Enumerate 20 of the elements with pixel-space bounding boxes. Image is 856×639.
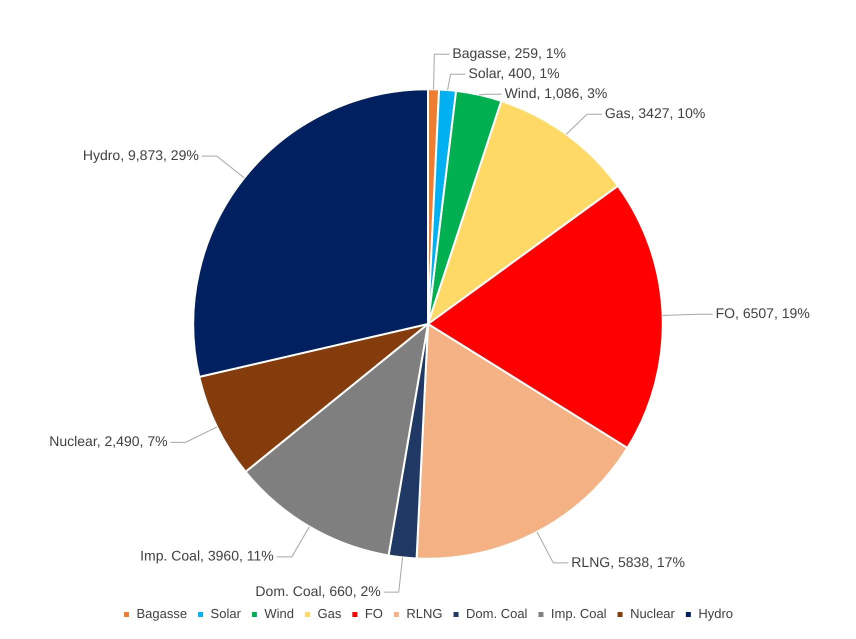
data-label: Imp. Coal, 3960, 11% — [140, 548, 274, 564]
legend-label: Imp. Coal — [550, 606, 607, 622]
legend-label: Dom. Coal — [466, 606, 528, 622]
data-label: FO, 6507, 19% — [716, 305, 810, 322]
legend-label: Hydro — [698, 606, 734, 622]
data-label: Nuclear, 2,490, 7% — [49, 433, 168, 450]
legend-label: Gas — [318, 606, 342, 622]
data-label: Solar, 400, 1% — [468, 65, 560, 82]
legend-label: Solar — [210, 606, 242, 622]
legend-label: Wind — [264, 606, 294, 622]
legend-label: Nuclear — [630, 606, 676, 622]
data-label: Bagasse, 259, 1% — [452, 45, 566, 62]
data-label: Dom. Coal, 660, 2% — [255, 583, 381, 600]
legend-label: RLNG — [406, 606, 443, 622]
data-label: Gas, 3427, 10% — [604, 105, 706, 122]
legend-label: Bagasse — [136, 606, 188, 622]
data-label: RLNG, 5838, 17% — [571, 554, 685, 570]
data-label: Hydro, 9,873, 29% — [82, 146, 199, 163]
data-label: Wind, 1,086, 3% — [504, 85, 608, 102]
legend-label: FO — [364, 606, 383, 622]
